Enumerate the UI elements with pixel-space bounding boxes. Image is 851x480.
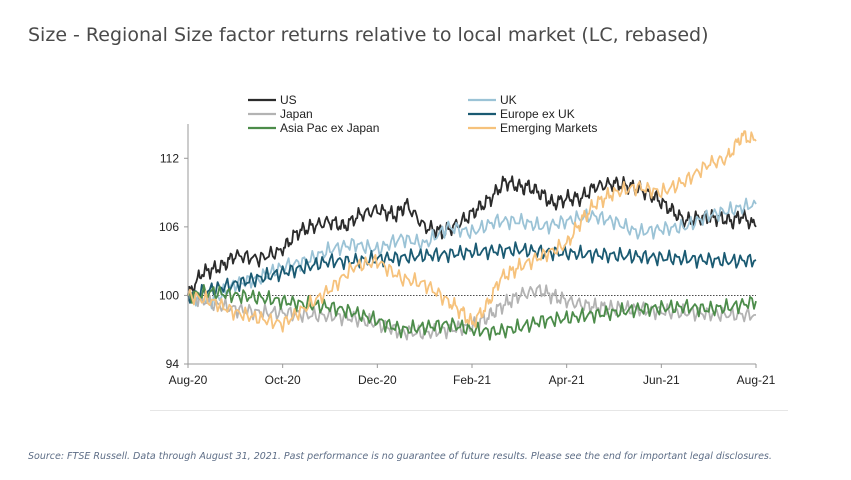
chart-title: Size - Regional Size factor returns rela… (28, 24, 709, 46)
legend-label: Europe ex UK (500, 107, 575, 121)
series-line-emerging-markets (187, 130, 757, 333)
series-line-europe-ex-uk (187, 241, 757, 304)
series-line-asia-pac-ex-japan (187, 284, 757, 341)
y-tick-label: 106 (159, 220, 179, 234)
line-chart: 94 100 106 112 Aug-20 Oct-20 Dec-20 Feb-21 Apr-2… (159, 93, 776, 387)
x-tick-label: Aug-20 (169, 373, 208, 387)
series-line-us (187, 175, 757, 296)
x-tick-label: Aug-21 (737, 373, 776, 387)
y-tick-label: 94 (166, 357, 180, 371)
legend-label: US (280, 93, 297, 107)
axes: 94 100 106 112 Aug-20 Oct-20 Dec-20 Feb-21 Apr-2… (159, 124, 776, 387)
series-line-uk (187, 197, 757, 310)
x-tick-label: Feb-21 (453, 373, 491, 387)
plot-area (187, 130, 757, 341)
y-tick-label: 100 (159, 288, 179, 302)
x-tick-label: Oct-20 (265, 373, 301, 387)
x-tick-label: Jun-21 (643, 373, 680, 387)
legend: US UK Japan Europe ex UK Asia Pac ex Japan Em… (248, 93, 597, 135)
y-tick-label: 112 (160, 151, 179, 165)
x-tick-label: Dec-20 (358, 373, 397, 387)
source-note: Source: FTSE Russell. Data through Augus… (28, 451, 772, 462)
legend-label: Emerging Markets (500, 121, 597, 135)
legend-label: UK (500, 93, 517, 107)
legend-label: Asia Pac ex Japan (280, 121, 379, 135)
series-line-japan (187, 284, 757, 341)
divider-line (150, 410, 788, 411)
x-tick-label: Apr-21 (549, 373, 585, 387)
legend-label: Japan (280, 107, 313, 121)
